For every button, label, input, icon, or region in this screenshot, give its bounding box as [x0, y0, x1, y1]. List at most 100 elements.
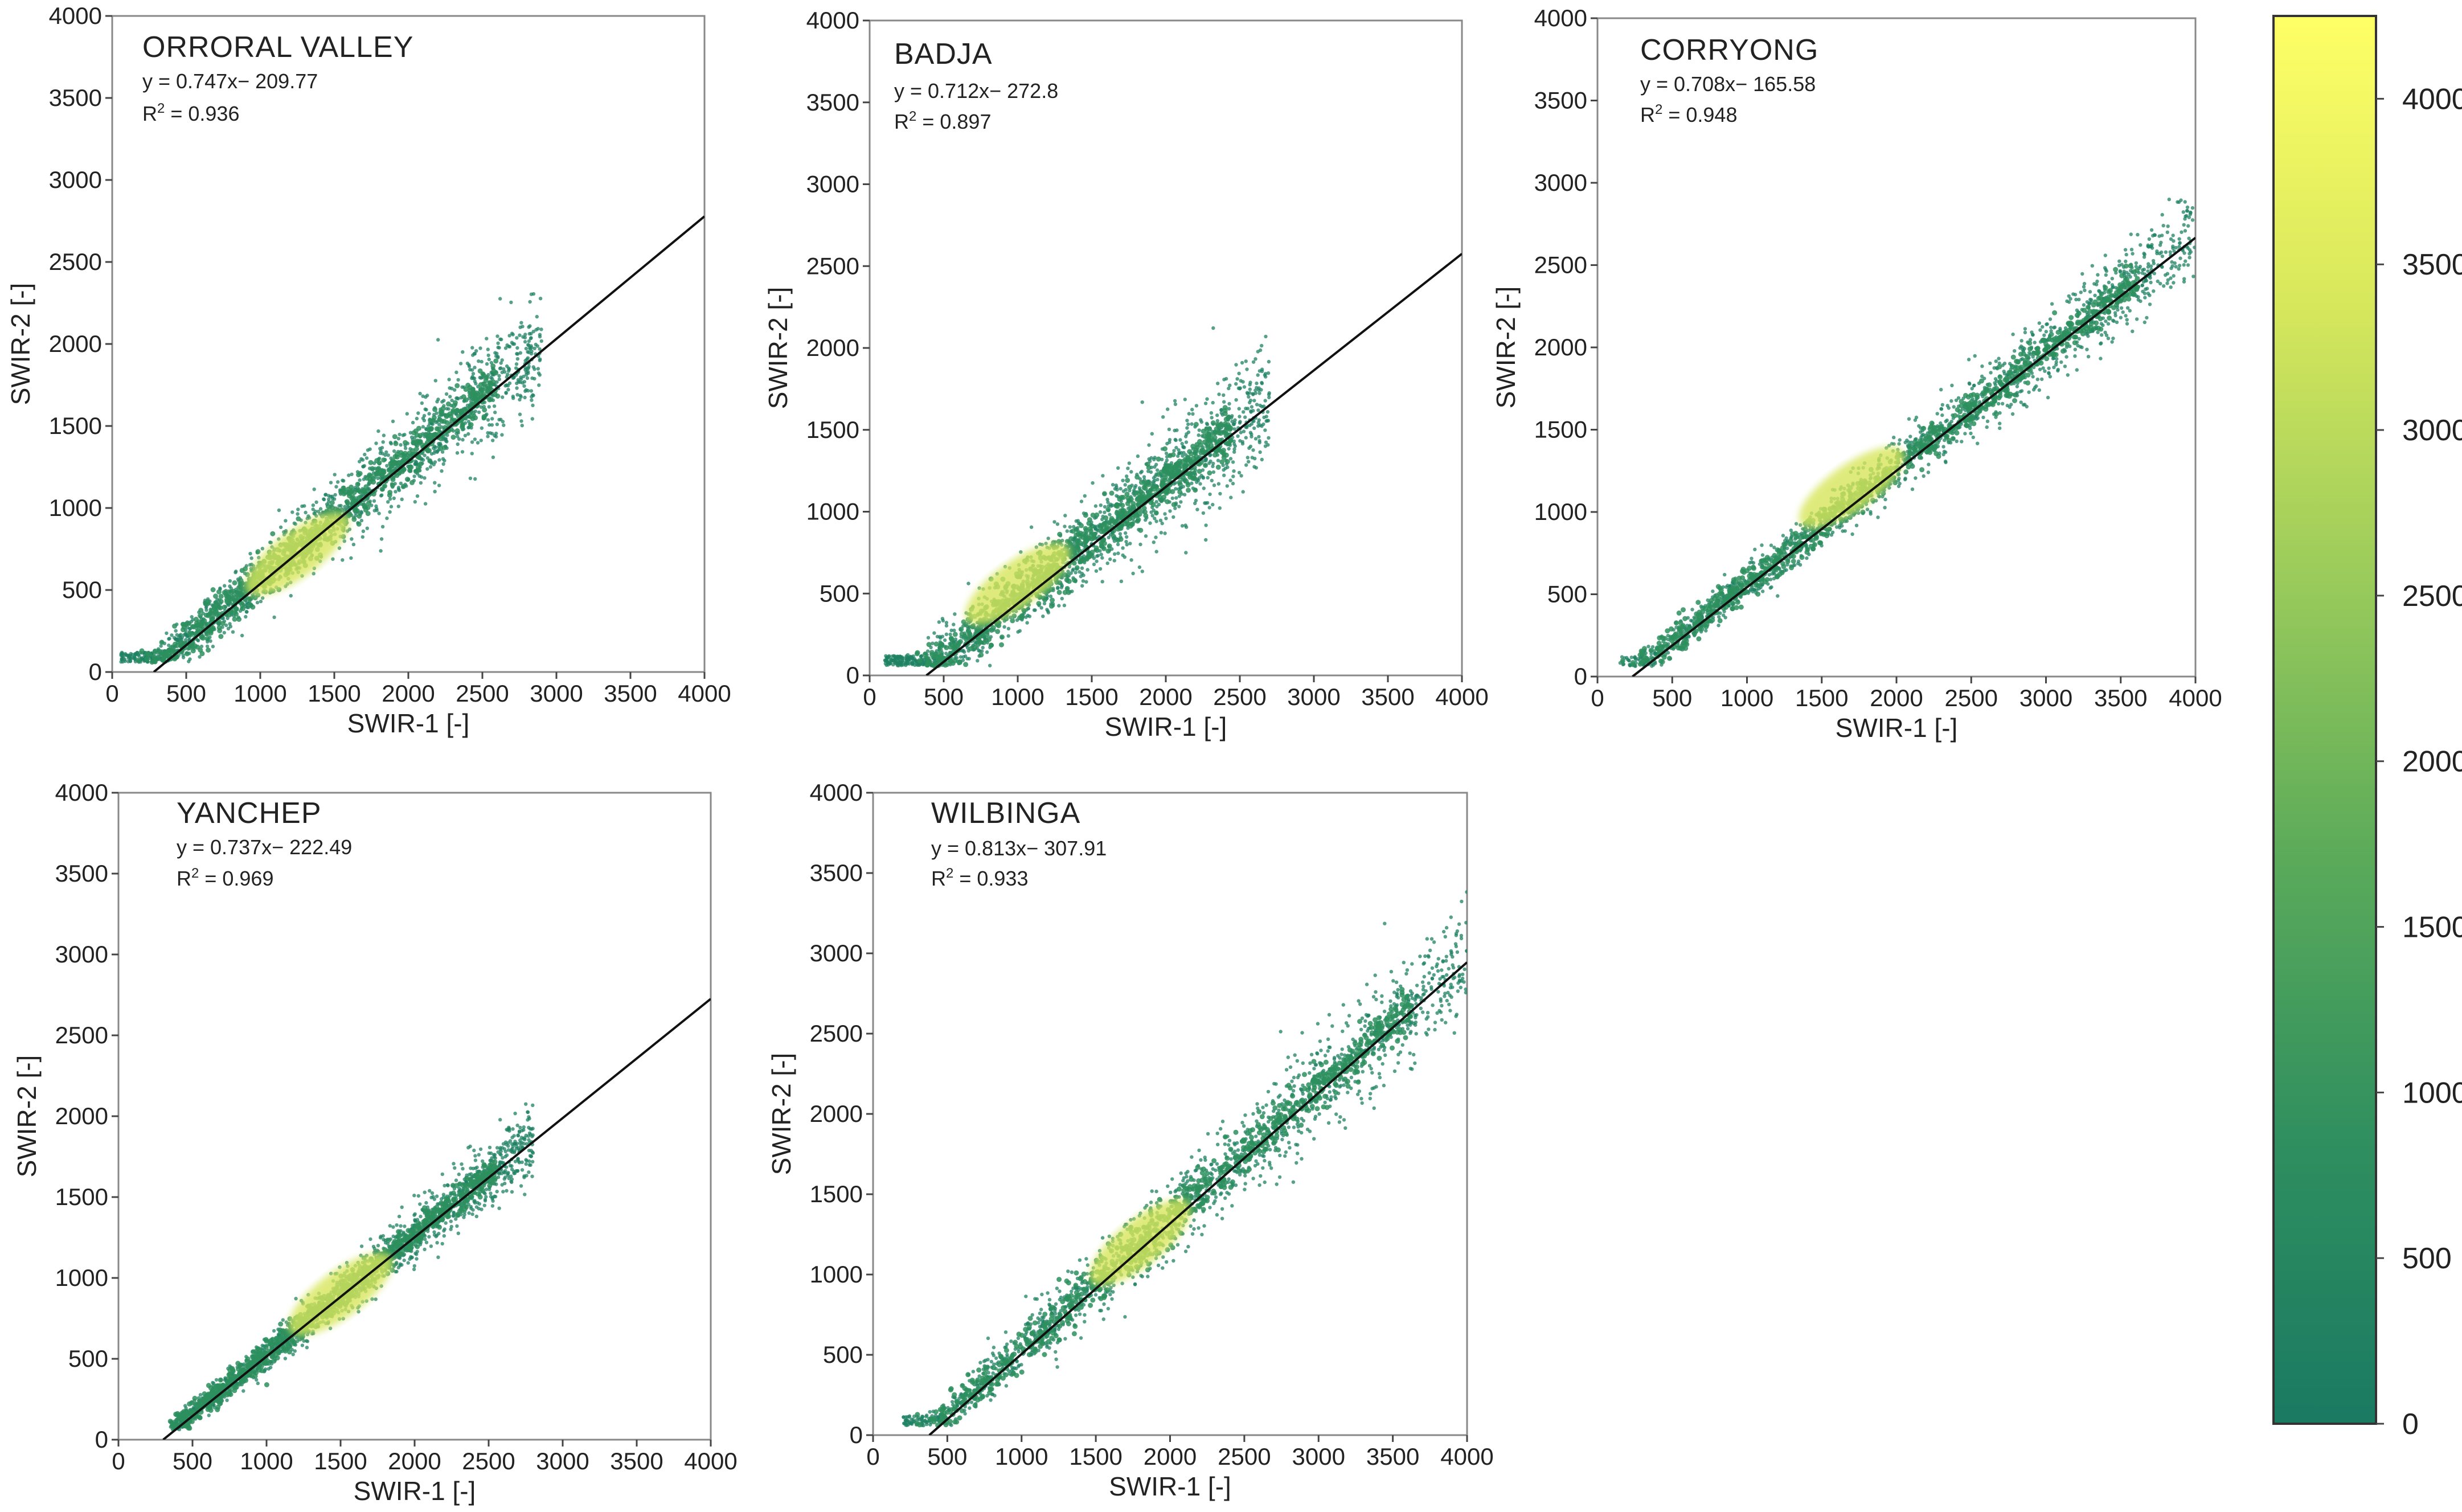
- panel-title: ORRORAL VALLEY: [142, 31, 413, 64]
- scatter-point-core: [438, 436, 444, 441]
- x-tick-label: 1000: [991, 683, 1044, 710]
- scatter-point-core: [967, 632, 973, 637]
- scatter-point: [1116, 466, 1120, 470]
- scatter-point: [1138, 542, 1142, 547]
- scatter-point-core: [1219, 449, 1224, 455]
- scatter-point: [347, 473, 351, 477]
- scatter-point: [1046, 536, 1050, 540]
- scatter-point-core: [354, 508, 360, 514]
- scatter-point: [1074, 519, 1079, 523]
- scatter-point: [1258, 403, 1262, 408]
- scatter-point: [531, 330, 535, 334]
- scatter-point: [416, 411, 420, 415]
- scatter-point-core: [1072, 577, 1077, 583]
- scatter-point: [473, 366, 477, 370]
- scatter-point-core: [407, 468, 413, 473]
- scatter-point: [1238, 421, 1242, 425]
- scatter-point: [2125, 318, 2129, 322]
- scatter-point-core: [943, 662, 948, 668]
- scatter-point: [1265, 419, 1269, 423]
- scatter-point: [911, 661, 915, 666]
- scatter-point: [1723, 572, 1727, 577]
- scatter-point-core: [432, 407, 438, 412]
- scatter-point: [894, 654, 898, 658]
- scatter-point: [1225, 484, 1229, 488]
- scatter-point: [539, 327, 543, 331]
- regression-line: [153, 215, 704, 672]
- scatter-point-core: [1215, 448, 1220, 453]
- scatter-point: [1237, 470, 1242, 475]
- scatter-point: [1234, 398, 1238, 402]
- scatter-point: [1211, 502, 1215, 507]
- scatter-point: [486, 353, 490, 358]
- scatter-point: [1109, 502, 1113, 506]
- scatter-point: [1175, 428, 1179, 432]
- scatter-point: [433, 490, 437, 494]
- scatter-point-core: [1138, 527, 1144, 533]
- scatter-point: [961, 655, 965, 659]
- scatter-point-core: [414, 432, 420, 438]
- scatter-point: [2134, 264, 2138, 269]
- scatter-point: [523, 339, 527, 344]
- scatter-point-core: [1093, 545, 1099, 551]
- scatter-point: [1171, 515, 1175, 519]
- scatter-point-core: [144, 656, 150, 662]
- scatter-point-core: [1120, 502, 1125, 508]
- scatter-point: [515, 381, 519, 386]
- scatter-point: [1212, 483, 1216, 487]
- scatter-point-core: [479, 387, 484, 393]
- scatter-point: [474, 349, 478, 353]
- x-axis-label: SWIR-1 [-]: [347, 708, 470, 738]
- scatter-point: [391, 419, 395, 424]
- y-tick-label: 3500: [806, 89, 859, 116]
- scatter-point: [412, 474, 416, 478]
- scatter-point-core: [460, 422, 465, 427]
- scatter-point: [1690, 608, 1694, 612]
- scatter-point: [479, 439, 483, 442]
- scatter-point: [1074, 571, 1078, 575]
- scatter-point: [425, 394, 429, 398]
- scatter-point: [1138, 470, 1143, 475]
- scatter-point: [1247, 446, 1251, 450]
- scatter-point: [536, 327, 540, 331]
- scatter-point-core: [1215, 439, 1220, 445]
- scatter-point-core: [232, 616, 237, 622]
- regression-line: [925, 253, 1462, 675]
- scatter-point: [1208, 453, 1212, 457]
- scatter-point-core: [1194, 454, 1199, 460]
- regression-equation: y = 0.712x− 272.8: [894, 79, 1058, 103]
- scatter-point-core: [956, 640, 962, 646]
- scatter-point: [419, 475, 424, 479]
- scatter-point: [1152, 476, 1156, 480]
- scatter-point: [1144, 518, 1148, 522]
- scatter-point-core: [1074, 527, 1079, 532]
- scatter-point-core: [1068, 536, 1074, 542]
- scatter-point: [173, 637, 178, 641]
- scatter-point-core: [1074, 544, 1080, 550]
- scatter-point: [504, 391, 508, 395]
- scatter-point: [1202, 486, 1206, 490]
- scatter-point: [223, 584, 227, 588]
- scatter-point-core: [937, 648, 943, 653]
- scatter-point: [2140, 284, 2144, 288]
- scatter-point: [497, 346, 501, 350]
- scatter-point: [1256, 421, 1260, 425]
- scatter-point: [476, 441, 480, 445]
- scatter-point-core: [963, 662, 969, 667]
- scatter-point: [361, 529, 366, 533]
- scatter-point: [1232, 427, 1237, 431]
- scatter-point: [521, 325, 525, 329]
- x-tick-label: 1500: [308, 680, 361, 707]
- scatter-point: [523, 395, 527, 400]
- scatter-point-core: [1070, 547, 1075, 553]
- scatter-point: [2148, 293, 2152, 297]
- scatter-point-core: [917, 658, 923, 663]
- scatter-point-core: [356, 472, 362, 478]
- scatter-point-core: [1185, 482, 1191, 487]
- scatter-point: [137, 654, 141, 658]
- scatter-point-core: [190, 648, 196, 654]
- scatter-point: [1173, 481, 1178, 485]
- scatter-point-core: [1111, 534, 1116, 539]
- plot-frame: [869, 19, 1463, 677]
